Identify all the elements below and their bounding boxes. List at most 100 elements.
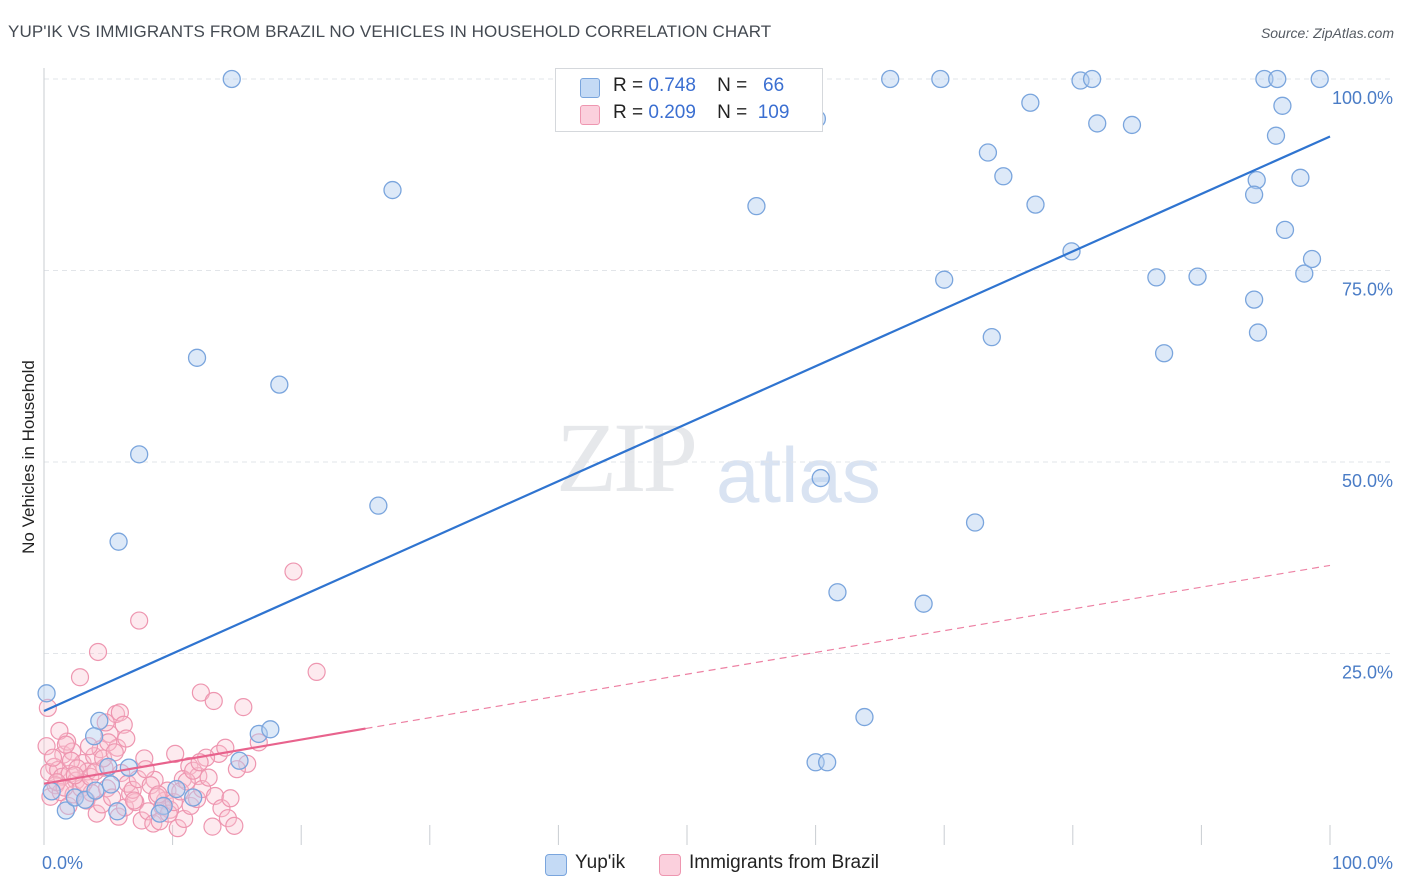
yupik-point <box>818 753 837 772</box>
legend-r-label: R = <box>613 102 644 123</box>
brazil-point <box>56 735 75 754</box>
yupik-point <box>37 684 56 703</box>
yupik-point <box>1266 126 1286 145</box>
yupik-point <box>1295 264 1314 283</box>
yupik-point <box>1244 290 1264 309</box>
bottom-legend-swatch-yupik <box>545 854 567 876</box>
brazil-trendline-dashed <box>365 564 1331 730</box>
watermark-zip: ZIP <box>556 402 698 513</box>
yupik-point <box>1244 185 1264 204</box>
brazil-point <box>103 788 122 807</box>
yupik-point <box>187 348 207 367</box>
yupik-point <box>383 180 402 200</box>
y-tick-label: 25.0% <box>1342 663 1393 683</box>
brazil-point <box>130 611 149 630</box>
brazil-point <box>96 713 115 732</box>
chart-title: YUP'IK VS IMMIGRANTS FROM BRAZIL NO VEHI… <box>8 22 772 41</box>
y-tick-label: 50.0% <box>1342 471 1393 491</box>
yupik-trendline <box>43 135 1331 712</box>
stats-legend: R = 0.748 N = 66 R = 0.209 N = 109 <box>555 68 823 132</box>
yupik-point <box>1310 69 1329 89</box>
brazil-point <box>87 804 106 823</box>
brazil-point <box>168 819 187 838</box>
yupik-point <box>1154 344 1174 363</box>
brazil-point <box>225 816 244 835</box>
brazil-point <box>191 683 210 702</box>
watermark-atlas: atlas <box>716 431 881 519</box>
yupik-point <box>1275 220 1295 240</box>
yupik-point <box>42 782 61 801</box>
brazil-point <box>149 785 168 804</box>
yupik-point <box>270 375 289 394</box>
yupik-point <box>150 804 169 823</box>
brazil-point <box>124 791 144 810</box>
yupik-point <box>1071 71 1090 90</box>
brazil-point <box>166 744 185 763</box>
yupik-point <box>931 69 950 89</box>
brazil-point <box>204 691 223 711</box>
yupik-point <box>85 727 104 746</box>
brazil-point <box>132 811 151 830</box>
brazil-point <box>65 766 84 785</box>
yupik-point <box>184 788 203 807</box>
yupik-point <box>994 167 1013 186</box>
brazil-point <box>141 776 160 795</box>
yupik-point <box>1291 168 1310 187</box>
yupik-point <box>855 707 874 727</box>
brazil-point <box>43 748 63 767</box>
yupik-point <box>1026 195 1045 214</box>
yupik-point <box>978 143 998 162</box>
yupik-point <box>828 583 847 602</box>
brazil-point <box>117 729 136 748</box>
yupik-point <box>90 711 109 731</box>
legend-r-label: R = <box>613 75 644 96</box>
yupik-point <box>914 594 933 613</box>
yupik-point <box>56 801 76 820</box>
brazil-point <box>114 715 133 734</box>
brazil-point <box>79 737 99 756</box>
yupik-point <box>130 445 149 464</box>
yupik-point <box>369 496 388 515</box>
yupik-point <box>109 532 128 551</box>
yupik-point <box>1273 96 1292 115</box>
bottom-legend-label-brazil: Immigrants from Brazil <box>689 852 880 873</box>
yupik-point <box>982 327 1001 347</box>
legend-n-label: N = <box>717 75 748 96</box>
yupik-point <box>1255 69 1274 89</box>
bottom-legend-swatch-brazil <box>659 854 681 876</box>
brazil-point <box>136 760 155 779</box>
y-tick-label: 75.0% <box>1342 280 1393 300</box>
brazil-point <box>88 642 108 662</box>
yupik-point <box>1188 267 1207 286</box>
brazil-point <box>37 737 56 756</box>
brazil-point <box>221 789 240 808</box>
source-label: Source: ZipAtlas.com <box>1260 25 1394 41</box>
yupik-point <box>881 69 900 89</box>
x-tick-label: 0.0% <box>42 853 83 873</box>
yupik-point <box>1082 69 1102 89</box>
yupik-point <box>965 513 985 532</box>
yupik-point <box>249 724 268 744</box>
brazil-point <box>203 817 222 836</box>
yupik-point <box>167 779 186 799</box>
yupik-point <box>747 197 766 216</box>
y-axis-title: No Vehicles in Household <box>19 360 38 554</box>
legend-r-value-brazil: 0.209 <box>648 102 696 123</box>
legend-n-value-brazil: 109 <box>757 102 790 123</box>
yupik-point <box>230 751 249 770</box>
brazil-point <box>63 742 82 761</box>
yupik-point <box>86 781 105 800</box>
brazil-point <box>234 698 253 717</box>
y-tick-label: 100.0% <box>1332 88 1393 108</box>
yupik-point <box>1248 323 1268 342</box>
yupik-point <box>76 790 95 809</box>
yupik-point <box>1302 249 1322 269</box>
yupik-point <box>222 69 241 89</box>
brazil-point <box>199 768 218 787</box>
x-tick-label: 100.0% <box>1332 853 1393 873</box>
brazil-point <box>284 562 303 581</box>
brazil-point <box>38 698 57 717</box>
yupik-point <box>1122 115 1142 135</box>
legend-r-value-yupik: 0.748 <box>648 75 696 96</box>
